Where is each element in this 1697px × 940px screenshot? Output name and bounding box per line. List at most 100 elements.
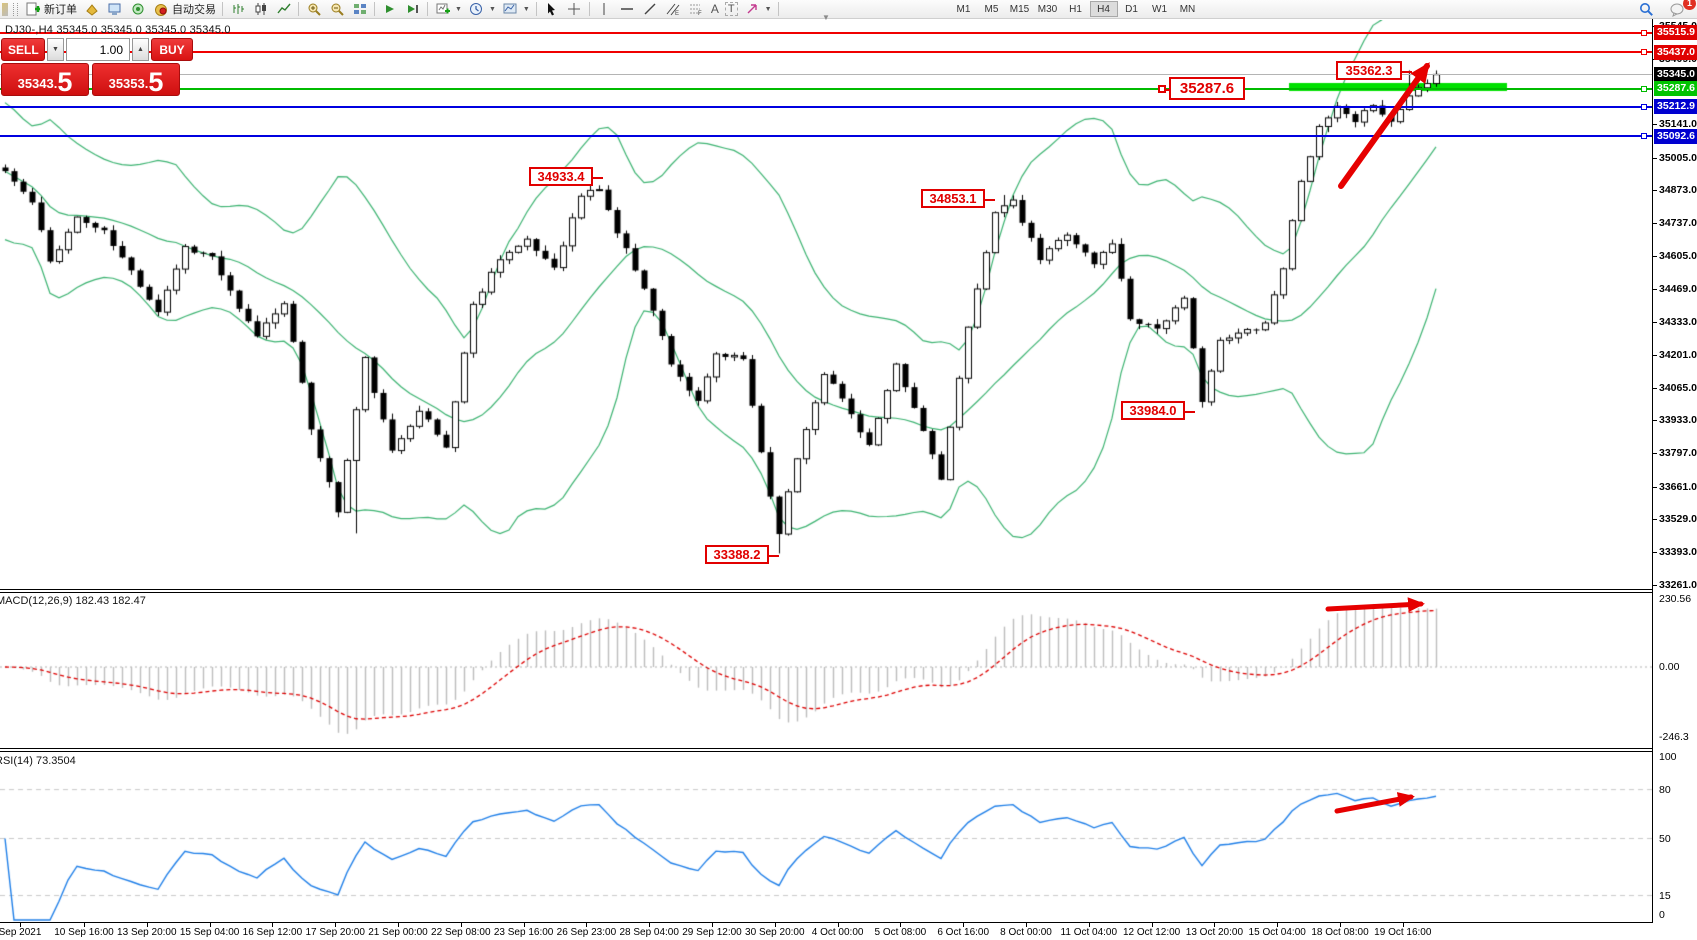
tile-windows-button[interactable]	[348, 1, 371, 18]
rsi-scale-label: 80	[1659, 784, 1671, 796]
price-tick-mark	[1653, 552, 1657, 554]
panel-divider[interactable]	[0, 589, 1652, 590]
tab-timeframe-M15[interactable]: M15	[1006, 1, 1034, 17]
price-tick-mark	[1653, 255, 1657, 257]
time-tick-label: 18 Oct 08:00	[1311, 927, 1369, 938]
tab-timeframe-H1[interactable]: H1	[1062, 1, 1090, 17]
new-chart-button[interactable]: ▼	[431, 1, 465, 18]
chart-symbol-title: DJ30-,H4 35345.0 35345.0 35345.0 35345.0	[5, 24, 231, 36]
panel-divider[interactable]	[0, 751, 1652, 752]
sell-price-button[interactable]: 35343. 5	[1, 63, 89, 96]
price-tick-label: 33393.0	[1659, 546, 1697, 559]
vertical-line-icon	[596, 1, 613, 17]
buy-button[interactable]: BUY	[151, 38, 193, 61]
template-icon	[502, 1, 519, 17]
notification-badge: 1	[1683, 0, 1696, 10]
price-tick-label: 34201.0	[1659, 348, 1697, 361]
channel-button[interactable]: E	[662, 1, 685, 18]
time-tick-label: 22 Sep 08:00	[431, 927, 491, 938]
data-window-button[interactable]	[103, 1, 126, 18]
signals-button[interactable]	[126, 1, 149, 18]
autotrading-button[interactable]: 自动交易	[149, 1, 219, 18]
toolbar-separator	[374, 2, 375, 16]
tab-timeframe-M5[interactable]: M5	[978, 1, 1006, 17]
chart-shift-button[interactable]	[401, 1, 424, 18]
new-order-button[interactable]: 新订单	[21, 1, 80, 18]
fibonacci-button[interactable]: F	[685, 1, 708, 18]
zoom-in-button[interactable]	[302, 1, 325, 18]
panel-divider[interactable]	[0, 748, 1652, 749]
toolbar-separator	[298, 2, 299, 16]
vertical-line-button[interactable]	[593, 1, 616, 18]
time-tick-mark	[209, 923, 211, 927]
new-order-label: 新订单	[44, 4, 77, 16]
toolbar-overflow-handle[interactable]: ▼	[822, 13, 830, 22]
text-button[interactable]: A	[708, 1, 722, 18]
price-tick-mark	[1653, 223, 1657, 225]
trendline-button[interactable]	[639, 1, 662, 18]
one-click-trading-panel: SELL ▼ ▲ BUY 35343.5 35353.5	[1, 38, 193, 96]
price-tick-mark	[1653, 518, 1657, 520]
time-tick-mark	[1026, 923, 1027, 927]
time-tick-label: 29 Sep 12:00	[682, 927, 742, 938]
time-tick-label: 16 Sep 12:00	[242, 927, 303, 938]
time-tick-label: 19 Oct 16:00	[1374, 927, 1432, 938]
crosshair-button[interactable]	[563, 1, 586, 18]
buy-price: 35353.	[108, 76, 149, 91]
volume-input[interactable]	[66, 38, 130, 61]
sell-button[interactable]: SELL	[1, 38, 45, 61]
price-tick-label: 33529.0	[1659, 512, 1697, 525]
tab-timeframe-MN[interactable]: MN	[1174, 1, 1202, 17]
tab-timeframe-M30[interactable]: M30	[1034, 1, 1062, 17]
tab-timeframe-W1[interactable]: W1	[1146, 1, 1174, 17]
line-chart-button[interactable]	[272, 1, 295, 18]
toolbar-grip	[13, 2, 18, 16]
tab-timeframe-D1[interactable]: D1	[1118, 1, 1146, 17]
search-button[interactable]	[1635, 1, 1658, 18]
market-watch-button[interactable]	[80, 1, 103, 18]
cursor-icon	[543, 1, 560, 17]
cursor-button[interactable]	[540, 1, 563, 18]
time-tick-mark	[774, 923, 776, 927]
rsi-scale-label: 100	[1659, 751, 1677, 763]
volume-decrease-button[interactable]: ▼	[47, 38, 64, 61]
tab-timeframe-H4[interactable]: H4	[1089, 1, 1118, 17]
price-tick-mark	[1653, 354, 1657, 356]
line-chart-icon	[275, 1, 292, 17]
volume-increase-button[interactable]: ▲	[132, 38, 149, 61]
time-tick-label: 30 Sep 20:00	[745, 927, 805, 938]
panel-divider[interactable]	[0, 592, 1652, 593]
horizontal-line-button[interactable]	[616, 1, 639, 18]
price-badge: 35092.6	[1654, 128, 1697, 144]
price-tick-mark	[1653, 124, 1657, 126]
time-tick-label: 10 Sep 16:00	[54, 927, 114, 938]
candlestick-chart-button[interactable]	[249, 1, 272, 18]
time-tick-mark	[1402, 923, 1404, 927]
auto-scroll-button[interactable]	[378, 1, 401, 18]
time-tick-mark	[1214, 923, 1216, 927]
price-badge: 35345.0	[1654, 67, 1697, 83]
time-tick-mark	[586, 923, 588, 927]
price-tick-label: 33661.0	[1659, 480, 1697, 493]
price-badge: 35287.6	[1654, 81, 1697, 97]
price-tick-mark	[1653, 288, 1657, 290]
chart-shift-icon	[404, 1, 421, 17]
time-tick-mark	[523, 923, 525, 927]
new-order-icon	[24, 1, 41, 17]
template-button[interactable]: ▼	[499, 1, 533, 18]
zoom-out-button[interactable]	[325, 1, 348, 18]
chart-bottom-frame	[0, 922, 1652, 923]
tab-timeframe-M1[interactable]: M1	[950, 1, 978, 17]
arrows-button[interactable]: ▼	[741, 1, 775, 18]
auto-scroll-icon	[381, 1, 398, 17]
price-tick-mark	[1653, 157, 1657, 159]
price-chart-canvas[interactable]	[0, 20, 1652, 923]
channel-icon: E	[665, 1, 682, 17]
bar-chart-button[interactable]	[226, 1, 249, 18]
notifications-button[interactable]: 1	[1666, 0, 1696, 18]
buy-price-button[interactable]: 35353. 5	[92, 63, 180, 96]
period-button[interactable]: ▼	[465, 1, 499, 18]
signals-icon	[129, 1, 146, 17]
text-label-button[interactable]: T	[722, 1, 741, 18]
time-tick-label: Sep 2021	[0, 927, 42, 938]
